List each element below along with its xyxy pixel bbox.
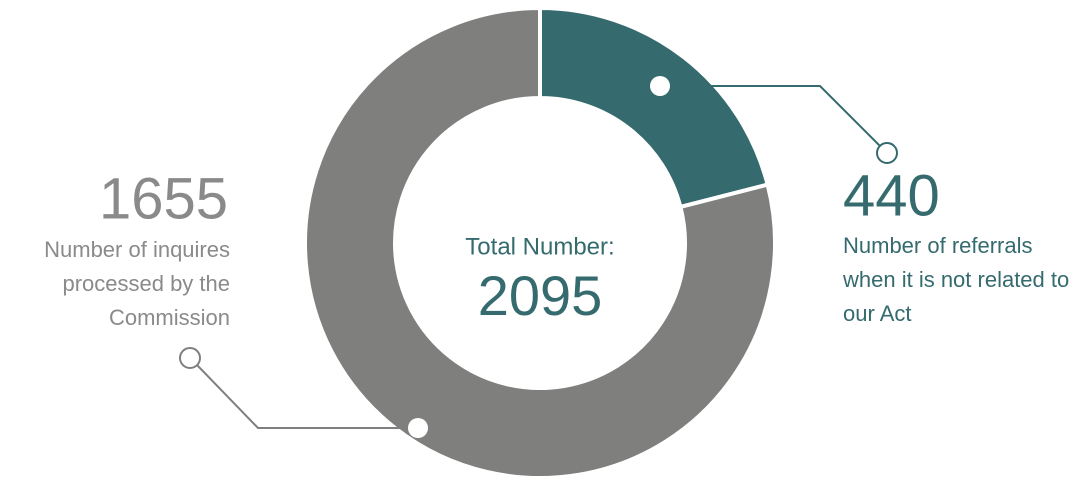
wedge [303, 5, 777, 480]
value-label: 440 [843, 163, 940, 228]
leader-line [196, 364, 418, 429]
leader-dot [408, 418, 428, 438]
center-total: 2095 [478, 264, 603, 327]
leader-end [876, 142, 898, 164]
leader-dot [650, 76, 670, 96]
value-label: 1655 [99, 166, 228, 231]
category-label: Number of referrals when it is not relat… [843, 233, 1070, 326]
category-label: Number of inquires processed by the Comm… [44, 237, 230, 330]
donut [303, 5, 777, 480]
center-label: Total Number: [465, 233, 614, 260]
leader-line [660, 85, 881, 147]
wedge [538, 5, 771, 210]
leader-end [179, 347, 201, 369]
